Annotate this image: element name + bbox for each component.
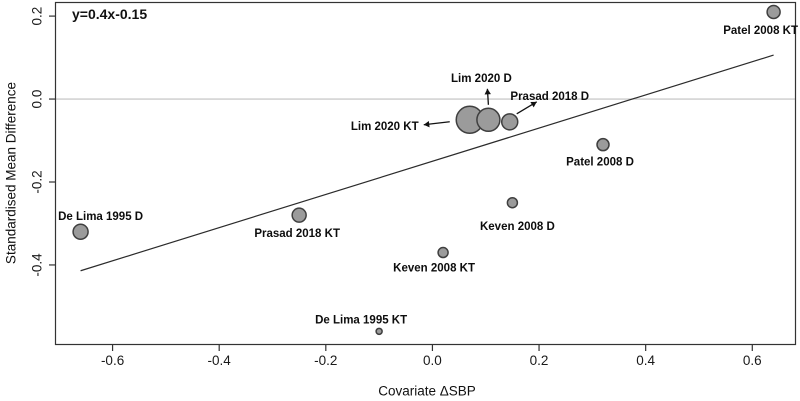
regression-line <box>80 54 774 272</box>
data-point-bubble <box>596 137 610 152</box>
data-point-label: Keven 2008 D <box>480 221 555 233</box>
label-arrowhead <box>530 101 537 108</box>
x-axis-tick-label: -0.4 <box>208 353 232 368</box>
x-axis-tick-label: 0.4 <box>636 353 655 368</box>
x-axis-title: Covariate ΔSBP <box>378 383 476 399</box>
data-point-bubble <box>72 223 89 241</box>
data-point-label: Lim 2020 D <box>451 73 512 85</box>
data-point-label: Prasad 2018 D <box>510 91 589 103</box>
data-point-label: Patel 2008 D <box>566 157 634 169</box>
y-axis-title: Standardised Mean Difference <box>3 81 19 265</box>
data-point-label: Prasad 2018 KT <box>254 228 340 240</box>
plot-border-box <box>54 1 797 346</box>
y-axis-tick-label: 0.2 <box>30 7 45 26</box>
data-point-bubble <box>500 113 519 131</box>
data-point-bubble <box>291 207 307 223</box>
x-axis-tick-label: 0.2 <box>530 353 549 368</box>
label-arrowhead <box>484 88 491 95</box>
y-axis-tick-label: -0.4 <box>30 253 45 277</box>
data-point-bubble <box>476 107 501 133</box>
regression-equation-label: y=0.4x-0.15 <box>72 6 148 22</box>
data-point-label: De Lima 1995 KT <box>315 314 407 326</box>
data-point-bubble <box>375 327 383 336</box>
x-axis-tick-label: -0.6 <box>101 353 124 368</box>
data-point-bubble <box>766 4 781 20</box>
data-point-label: Lim 2020 KT <box>351 121 419 133</box>
data-point-bubble <box>506 196 519 209</box>
x-axis-tick-label: -0.2 <box>314 353 337 368</box>
data-point-label: Keven 2008 KT <box>393 263 475 275</box>
x-axis-tick-label: 0.6 <box>743 353 762 368</box>
data-point-bubble <box>437 246 449 259</box>
data-point-label: De Lima 1995 D <box>58 211 143 223</box>
label-arrowhead <box>423 120 430 128</box>
y-axis-tick-label: -0.2 <box>30 170 45 193</box>
data-point-label: Patel 2008 KT <box>723 25 798 37</box>
x-axis-tick-label: 0.0 <box>423 353 442 368</box>
y-axis-tick-label: 0.0 <box>30 90 45 109</box>
